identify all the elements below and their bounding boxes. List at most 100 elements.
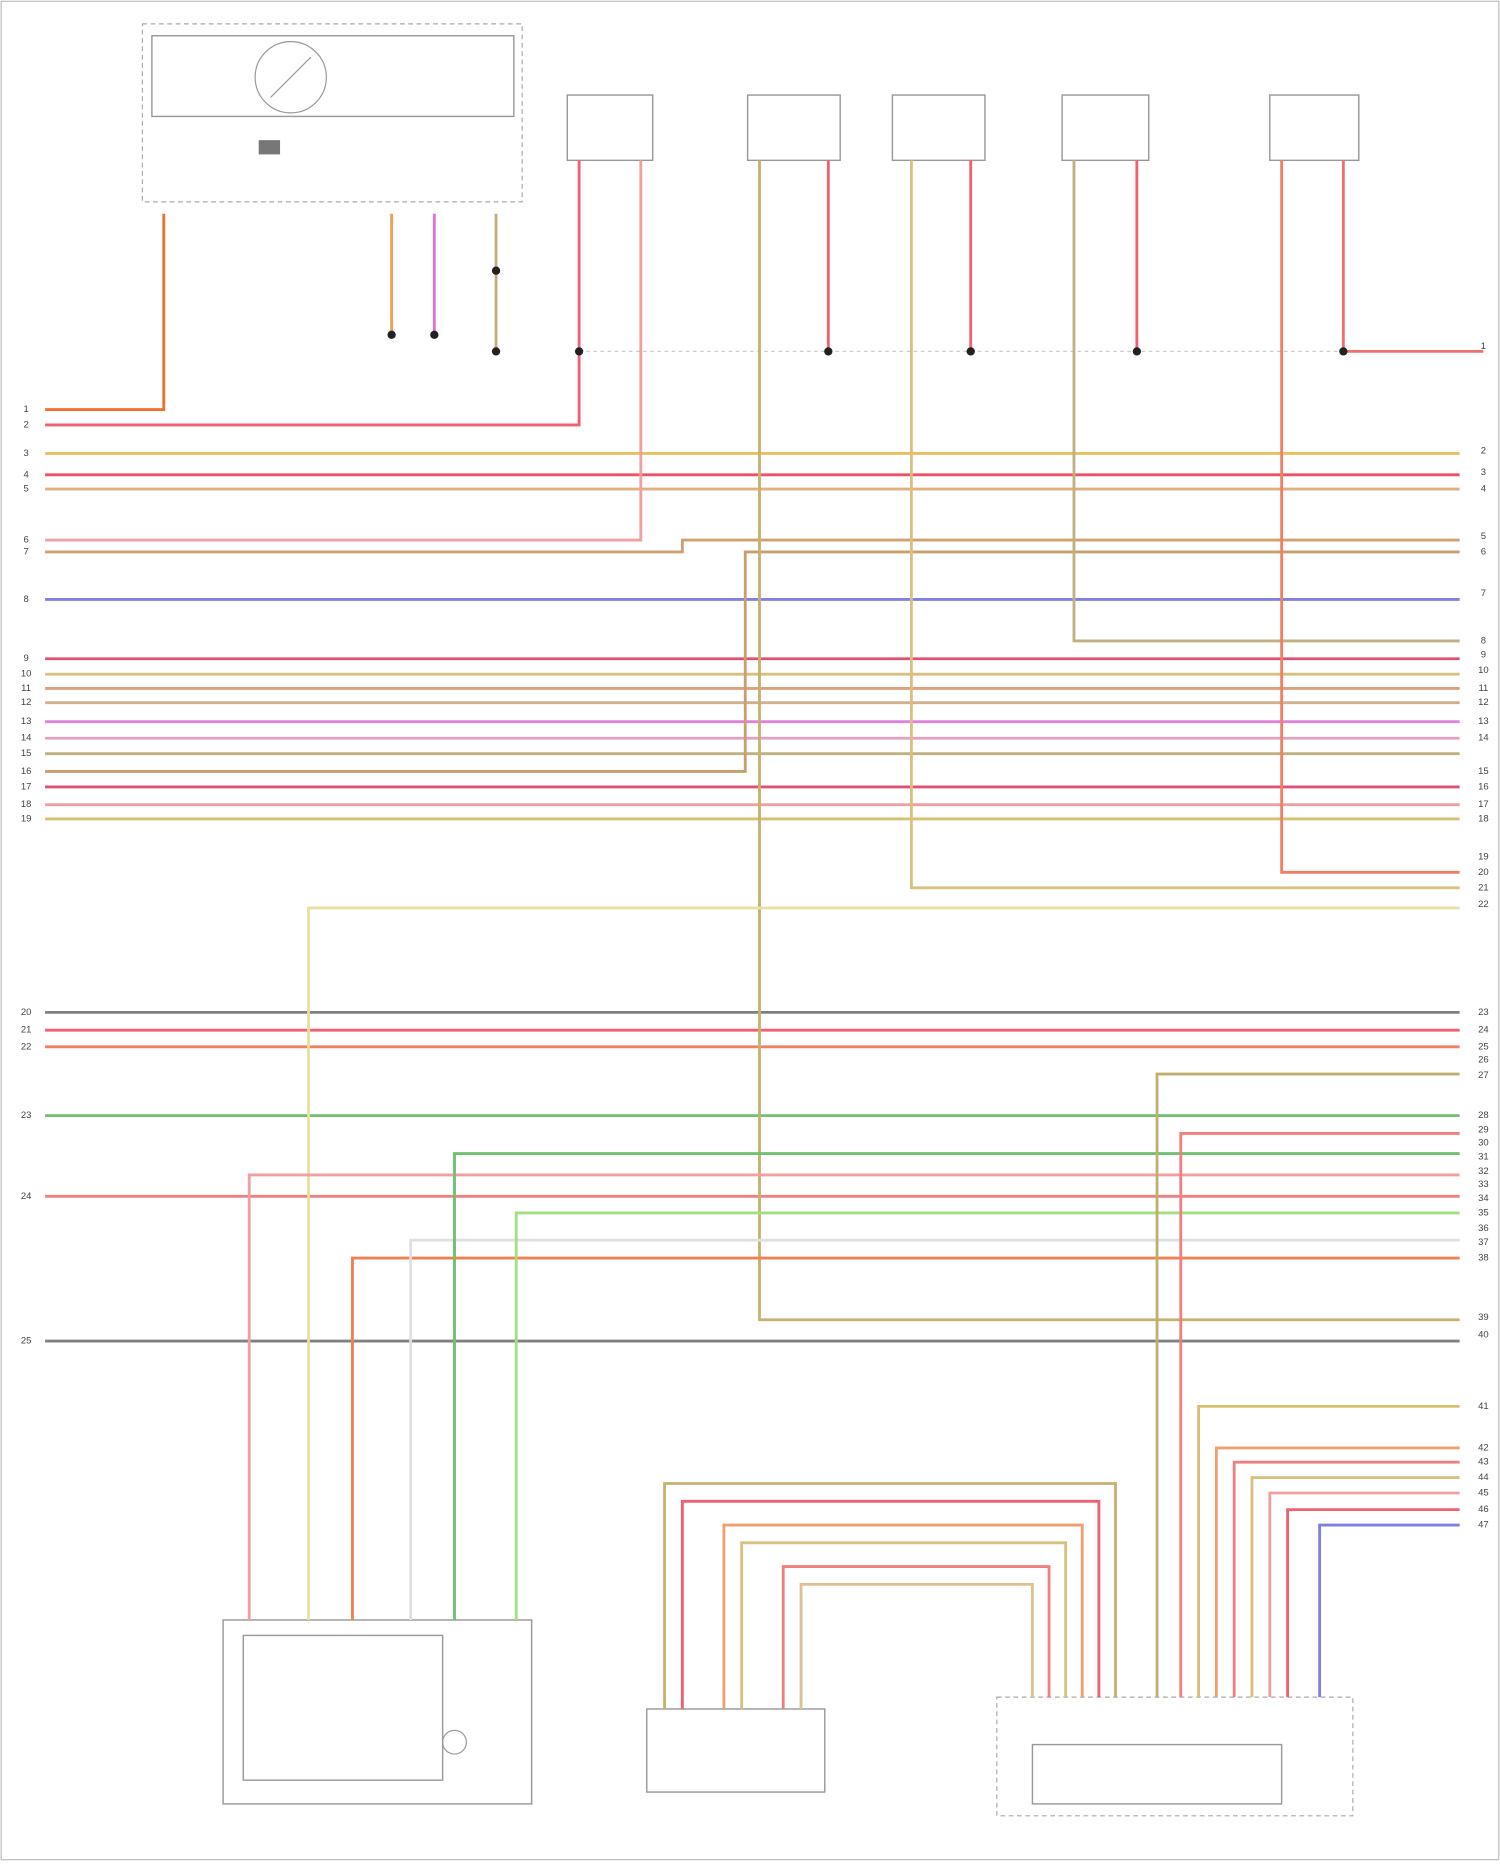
pin-label: 15 (1478, 766, 1489, 777)
warning-lamp (258, 140, 281, 155)
pin-label: 2 (1481, 446, 1486, 457)
pin-label: 16 (1478, 781, 1489, 792)
wire (1179, 1132, 1460, 1698)
wire (1214, 1446, 1460, 1698)
wire (758, 160, 1460, 1322)
pin-label: 22 (21, 1041, 32, 1052)
wire (1155, 1072, 1460, 1698)
pin-label: 33 (1478, 1179, 1489, 1190)
wire (909, 160, 1460, 890)
pin-label: 24 (21, 1191, 32, 1202)
motor (442, 1729, 467, 1755)
valve (1269, 94, 1360, 162)
pin-label: 19 (21, 813, 32, 824)
pin-label: 12 (1478, 697, 1489, 708)
pin-label: 45 (1478, 1487, 1489, 1498)
pin-label: 47 (1478, 1520, 1489, 1531)
pin-label: 18 (21, 799, 32, 810)
wire (781, 1565, 1051, 1709)
wire (1341, 160, 1484, 353)
pin-label: 20 (1478, 867, 1489, 878)
cluster-inner (151, 35, 515, 118)
pin-label: 16 (21, 766, 32, 777)
pin-label: 23 (1478, 1007, 1489, 1018)
pin-label: 9 (1481, 650, 1486, 661)
pin-label: 3 (23, 448, 28, 459)
splice (1132, 347, 1142, 356)
pin-label: 5 (1481, 531, 1486, 542)
pin-label: 27 (1478, 1070, 1489, 1081)
pin-label: 8 (23, 594, 28, 605)
valve (1061, 94, 1150, 162)
splice (491, 347, 501, 356)
valve (891, 94, 986, 162)
pin-label: 38 (1478, 1253, 1489, 1264)
pin-label: 24 (1478, 1025, 1489, 1036)
wire (45, 160, 643, 542)
wire (307, 906, 1460, 1620)
pin-label: 1 (1481, 341, 1486, 352)
wire (45, 538, 1460, 554)
wire (409, 1238, 1460, 1620)
wire (453, 1152, 1460, 1620)
wire (1072, 160, 1460, 643)
wire (1286, 1508, 1460, 1698)
wire (45, 213, 166, 411)
pin-label: 5 (23, 484, 28, 495)
wire (45, 160, 581, 427)
pin-label: 14 (1478, 733, 1489, 744)
pin-label: 18 (1478, 813, 1489, 824)
throttle-module (222, 1619, 533, 1805)
pin-label: 6 (23, 535, 28, 546)
valve (566, 94, 654, 162)
pin-label: 9 (23, 653, 28, 664)
wire (45, 550, 1460, 773)
valve (746, 94, 841, 162)
pin-label: 44 (1478, 1472, 1489, 1483)
pin-label: 8 (1481, 635, 1486, 646)
pin-label: 1 (23, 404, 28, 415)
pin-label: 20 (21, 1007, 32, 1018)
pin-label: 10 (1478, 665, 1489, 676)
pin-label: 11 (1478, 683, 1488, 694)
pin-label: 34 (1478, 1193, 1489, 1204)
pin-label: 2 (23, 419, 28, 430)
coil-module (646, 1708, 826, 1793)
pin-label: 46 (1478, 1504, 1489, 1515)
pin-label: 4 (1481, 484, 1486, 495)
wire (1280, 160, 1460, 874)
pin-label: 15 (21, 748, 32, 759)
wire (514, 1211, 1460, 1620)
wire (1232, 1460, 1460, 1698)
pin-label: 42 (1478, 1442, 1489, 1453)
wire (1250, 1476, 1460, 1698)
wire (680, 1499, 1101, 1709)
supercharger-inner (1031, 1743, 1283, 1805)
wire (351, 1256, 1460, 1620)
pin-label: 43 (1478, 1457, 1489, 1468)
wire (663, 1482, 1117, 1709)
pin-label: 28 (1478, 1110, 1489, 1121)
pin-label: 35 (1478, 1207, 1489, 1218)
gauge (254, 41, 327, 114)
pin-label: 30 (1478, 1137, 1489, 1148)
wire (740, 1541, 1068, 1709)
pin-label: 7 (1481, 588, 1486, 599)
pin-label: 21 (1478, 882, 1489, 893)
pin-label: 39 (1478, 1312, 1489, 1323)
pin-label: 13 (21, 716, 32, 727)
pin-label: 12 (21, 697, 32, 708)
wire (1268, 1491, 1460, 1698)
splice (1339, 347, 1348, 356)
wire (722, 1523, 1084, 1709)
splice (430, 330, 439, 339)
pin-label: 6 (1481, 546, 1486, 557)
splice (491, 266, 501, 275)
pin-label: 25 (21, 1336, 32, 1347)
pin-label: 11 (21, 683, 31, 694)
pin-label: 3 (1481, 467, 1486, 478)
pin-label: 31 (1478, 1152, 1489, 1163)
wire (799, 1582, 1034, 1709)
pin-label: 23 (21, 1110, 32, 1121)
